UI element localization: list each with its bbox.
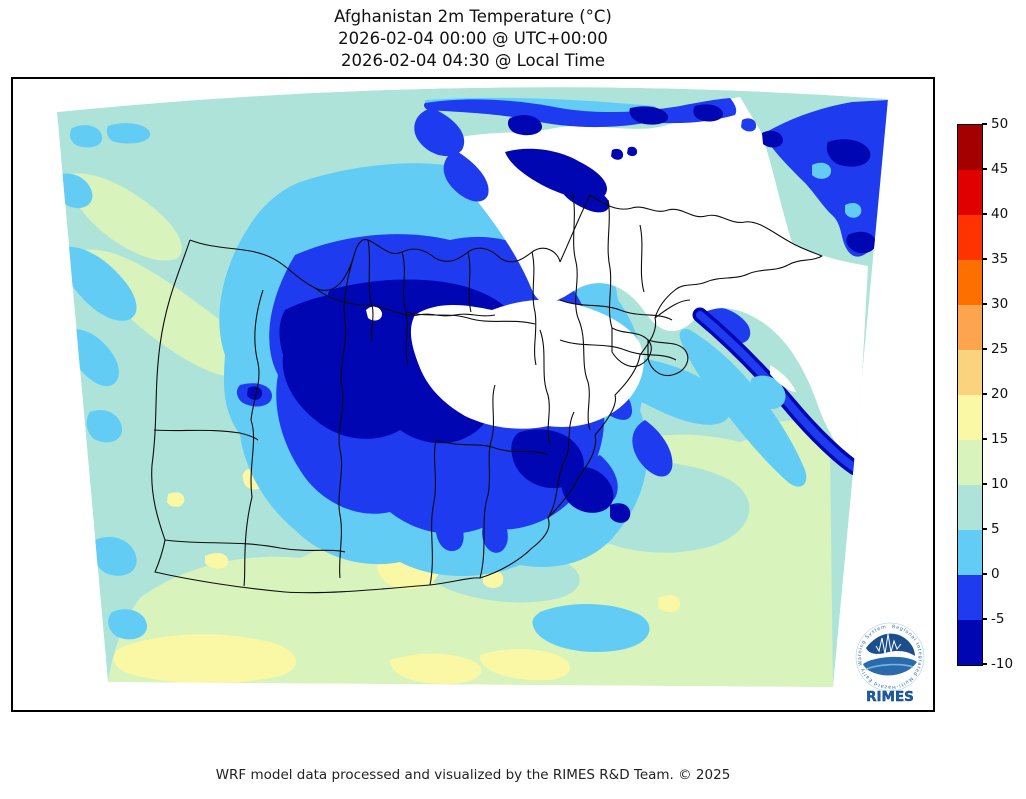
tick-label: 15: [991, 431, 1009, 447]
southeast-cold-band: [692, 307, 863, 476]
tick-label: 45: [991, 161, 1009, 177]
province-line-balkh: [531, 251, 537, 366]
tick-mark: [982, 618, 987, 620]
tick-label: 25: [991, 341, 1009, 357]
regions-below-m10: [366, 97, 868, 470]
colorbar-segment: [958, 620, 982, 665]
colorbar-tick: 25: [982, 340, 1008, 358]
colorbar-tick: -5: [982, 610, 1004, 628]
colorbar-segment: [958, 395, 982, 440]
province-line-ghor-east: [338, 251, 356, 579]
colorbar-tick: 0: [982, 565, 1000, 583]
tick-label: 0: [991, 566, 1000, 582]
colorbar-tick: 30: [982, 295, 1008, 313]
colorbar-tick: -10: [982, 655, 1013, 673]
colorbar-tick: 15: [982, 430, 1008, 448]
province-line-baghlan: [571, 191, 579, 319]
tick-mark: [982, 663, 987, 665]
country-border-northeast: [559, 194, 823, 319]
colorbar-tick: 20: [982, 385, 1008, 403]
colorbar-tick: 35: [982, 250, 1008, 268]
province-line-takhar: [607, 199, 613, 329]
province-line-badakhshan: [639, 224, 645, 293]
logo-wave-accent: [865, 663, 914, 670]
province-loop-kabul: [611, 327, 652, 368]
colorbar-segment: [958, 350, 982, 395]
model-domain: [57, 87, 888, 688]
tick-label: 50: [991, 116, 1009, 132]
province-line-zabul: [547, 411, 575, 519]
tick-label: -5: [991, 611, 1005, 627]
colorbar-segment: [958, 575, 982, 620]
colorbar-segment: [958, 215, 982, 260]
province-loop-nangarhar: [647, 339, 689, 377]
footer-credit: WRF model data processed and visualized …: [215, 767, 731, 783]
rimes-logo: Regional Integrated Multi-Hazard Early W…: [855, 622, 925, 705]
province-line-helmand: [429, 439, 437, 586]
logo-badge-circle: [855, 622, 925, 692]
band-blue-core: [696, 311, 859, 472]
colorbar-segment: [958, 305, 982, 350]
province-line-kandahar-w: [479, 384, 496, 579]
colorbar-tick: 5: [982, 520, 1000, 538]
tick-mark: [982, 393, 987, 395]
province-line-south-horizontal: [435, 439, 549, 456]
colorbar-segment: [958, 485, 982, 530]
title-line-2: 2026-02-04 00:00 @ UTC+00:00: [338, 29, 608, 48]
tick-label: -10: [991, 656, 1014, 672]
province-boundaries: [151, 191, 823, 594]
province-line-herat-ghor: [243, 289, 264, 587]
logo-wordmark: RIMES: [866, 689, 914, 705]
title-line-1: Afghanistan 2m Temperature (°C): [334, 7, 612, 26]
country-border-west-south: [151, 239, 691, 594]
tick-mark: [982, 528, 987, 530]
tick-mark: [982, 438, 987, 440]
north-cold-band: [414, 98, 737, 213]
tick-mark: [982, 168, 987, 170]
logo-seismogram-icon: [875, 633, 902, 655]
tick-mark: [982, 213, 987, 215]
tick-mark: [982, 258, 987, 260]
province-line-sarepol: [467, 251, 472, 313]
northeast-cold-triangle: [741, 100, 888, 257]
province-line-badghis: [367, 239, 374, 343]
tick-mark: [982, 348, 987, 350]
colorbar-segment: [958, 440, 982, 485]
tick-label: 10: [991, 476, 1009, 492]
colorbar-tick: 45: [982, 160, 1008, 178]
province-line-uruzgan: [539, 329, 551, 446]
tick-label: 30: [991, 296, 1009, 312]
province-line-parwan: [559, 299, 673, 321]
figure-title: Afghanistan 2m Temperature (°C) 2026-02-…: [11, 6, 935, 72]
tick-label: 35: [991, 251, 1009, 267]
tick-label: 20: [991, 386, 1009, 402]
province-line-farah: [164, 539, 346, 553]
tick-mark: [982, 483, 987, 485]
tick-mark: [982, 573, 987, 575]
province-line-kabul-h: [559, 339, 677, 361]
tick-mark: [982, 303, 987, 305]
colorbar-segment: [958, 125, 982, 170]
tick-label: 40: [991, 206, 1009, 222]
province-line-mid-west: [153, 429, 259, 441]
title-line-3: 2026-02-04 04:30 @ Local Time: [340, 51, 606, 70]
tick-label: 5: [991, 521, 1000, 537]
colorbar-segment: [958, 170, 982, 215]
province-line-ghor-horizontal: [314, 287, 496, 317]
province-line-ghazni: [577, 317, 591, 431]
colorbar-tick: 50: [982, 115, 1008, 133]
colorbar-tick: 10: [982, 475, 1008, 493]
tick-mark: [982, 123, 987, 125]
colorbar-segment: [958, 530, 982, 575]
colorbar-tick: 40: [982, 205, 1008, 223]
colorbar: [957, 124, 983, 666]
colorbar-segment: [958, 260, 982, 305]
logo-wave-art: [863, 656, 917, 676]
